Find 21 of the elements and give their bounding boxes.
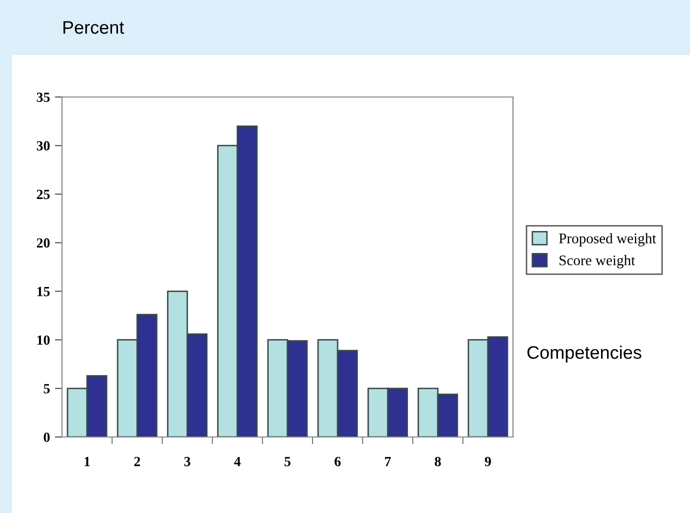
x-tick-label: 5 — [284, 456, 290, 466]
x-tick-label: 2 — [134, 456, 140, 466]
y-tick-label: 20 — [36, 238, 50, 248]
x-tick-label: 9 — [484, 456, 491, 466]
x-axis-title: Competencies — [527, 346, 642, 362]
y-tick-label: 5 — [44, 384, 50, 394]
x-tick-label: 1 — [84, 456, 90, 466]
legend-label: Score weight — [560, 255, 636, 268]
y-tick-label: 15 — [37, 286, 50, 296]
y-tick-label: 0 — [44, 432, 50, 442]
y-tick-label: 25 — [36, 190, 50, 200]
legend-label: Proposed weight — [559, 233, 656, 246]
x-tick-label: 8 — [434, 456, 441, 466]
x-tick-label: 6 — [334, 456, 341, 466]
y-axis-title: Percent — [63, 21, 124, 34]
x-tick-label: 4 — [234, 456, 241, 466]
y-tick-label: 10 — [37, 335, 50, 345]
x-tick-label: 7 — [385, 456, 391, 466]
y-tick-label: 30 — [36, 141, 50, 151]
x-tick-label: 3 — [184, 456, 190, 466]
y-tick-label: 35 — [36, 92, 50, 102]
